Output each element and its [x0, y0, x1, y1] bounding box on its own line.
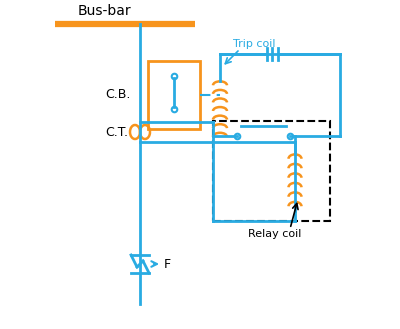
Bar — [213, 121, 330, 221]
Text: C.B.: C.B. — [105, 89, 130, 102]
Text: F: F — [164, 258, 171, 270]
Text: Trip coil: Trip coil — [233, 39, 276, 49]
Text: Relay coil: Relay coil — [248, 229, 301, 239]
Text: C.T.: C.T. — [105, 125, 128, 139]
Bar — [148, 61, 200, 129]
Text: Bus-bar: Bus-bar — [78, 4, 132, 18]
